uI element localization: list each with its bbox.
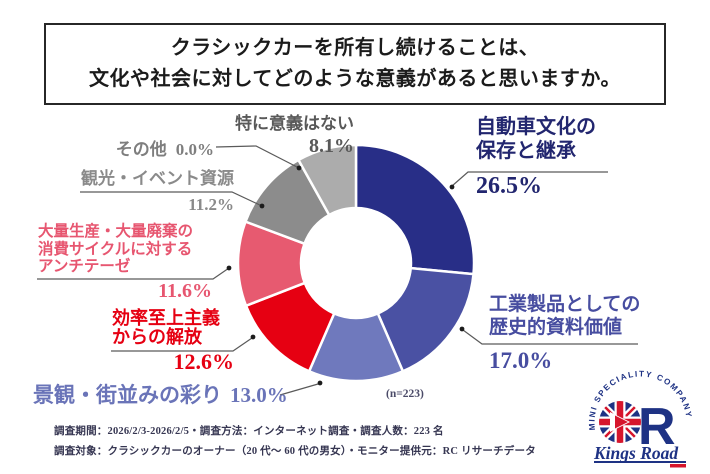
leader-line bbox=[37, 267, 230, 280]
title-line-1: クラシックカーを所有し続けることは、 bbox=[170, 37, 540, 59]
slice-value: 12.6% bbox=[173, 349, 235, 374]
slice-label-scenery: 景観・街並みの彩り 13.0% bbox=[33, 379, 288, 409]
leader-line bbox=[451, 171, 608, 187]
slice-value: 8.1% bbox=[309, 135, 354, 158]
kings-road-logo: MINI SPECIALITY COMPANY R Kings Road bbox=[587, 369, 692, 468]
slice-value: 17.0% bbox=[489, 348, 553, 373]
leader-line bbox=[215, 145, 300, 169]
leader-lines bbox=[37, 145, 638, 396]
slice-label-text: 保存と継承 bbox=[476, 140, 576, 162]
slice-label-antithesis: 大量生産・大量廃棄の 消費サイクルに対する アンチテーゼ 11.6% bbox=[38, 223, 212, 300]
survey-question-title: クラシックカーを所有し続けることは、 文化や社会に対してどのような意義があると思… bbox=[44, 23, 666, 105]
slice-value: 26.5% bbox=[476, 173, 542, 199]
logo-red-mark bbox=[670, 464, 686, 468]
union-jack-roundel bbox=[599, 401, 641, 443]
slice-value: 0.0% bbox=[175, 140, 214, 159]
slice-label-text: 歴史的資料価値 bbox=[489, 317, 623, 338]
slice-label-text: その他 bbox=[115, 140, 167, 159]
slice-label-industrial-heritage: 工業製品としての 歴史的資料価値 17.0% bbox=[489, 293, 694, 372]
slice-label-text: 大量生産・大量廃棄の bbox=[38, 223, 194, 240]
logo-r-letter: R bbox=[638, 398, 676, 456]
slice-label-text: 自動車文化の bbox=[476, 116, 596, 138]
slice-label-text: 工業製品としての bbox=[489, 294, 641, 315]
slice-label-text: 効率至上主義 bbox=[112, 308, 220, 328]
slice-label-text: 観光・イベント資源 bbox=[81, 169, 234, 188]
slice-label-other: その他 0.0% bbox=[96, 135, 214, 160]
slice-label-text: からの解放 bbox=[112, 326, 202, 347]
leader-dot bbox=[259, 203, 265, 209]
leader-dot bbox=[250, 334, 256, 340]
slice-value: 11.6% bbox=[158, 279, 212, 302]
donut-slice bbox=[297, 143, 358, 217]
leader-dot bbox=[317, 380, 323, 386]
leader-line bbox=[462, 329, 638, 345]
title-line-2: 文化や社会に対してどのような意義があると思いますか。 bbox=[89, 68, 621, 90]
slice-label-efficiency-freedom: 効率至上主義 からの解放 12.6% bbox=[112, 309, 234, 372]
donut-slice bbox=[354, 143, 476, 276]
leader-line bbox=[80, 191, 263, 207]
sample-size-note: (n=223) bbox=[386, 388, 424, 400]
survey-details-line-1: 調査期間：2026/2/3-2026/2/5・調査方法：インターネット調査・調査… bbox=[54, 426, 444, 437]
slice-label-text: アンチテーゼ bbox=[38, 258, 131, 275]
slice-value: 11.2% bbox=[188, 195, 234, 215]
slice-label-no-significance: 特に意義はない 8.1% bbox=[226, 114, 354, 158]
slice-label-tourism: 観光・イベント資源 11.2% bbox=[76, 169, 234, 216]
donut-slices bbox=[236, 143, 476, 383]
leader-line bbox=[111, 337, 253, 352]
slice-label-text: 景観・街並みの彩り bbox=[33, 383, 222, 407]
leader-dot bbox=[296, 165, 302, 171]
slice-label-text: 特に意義はない bbox=[235, 114, 354, 133]
slice-label-car-culture: 自動車文化の 保存と継承 26.5% bbox=[476, 115, 671, 198]
logo-wordmark: Kings Road bbox=[593, 443, 678, 463]
slice-value: 13.0% bbox=[230, 383, 288, 407]
leader-line bbox=[279, 383, 319, 396]
slice-label-text: 消費サイクルに対する bbox=[38, 240, 193, 258]
leader-dot bbox=[459, 326, 465, 332]
leader-dot bbox=[226, 265, 232, 271]
survey-details-line-2: 調査対象：クラシックカーのオーナー（20 代〜 60 代の男女）・モニター提供元… bbox=[54, 445, 536, 457]
leader-dot bbox=[449, 184, 455, 190]
survey-details: 調査期間：2026/2/3-2026/2/5・調査方法：インターネット調査・調査… bbox=[54, 422, 536, 462]
